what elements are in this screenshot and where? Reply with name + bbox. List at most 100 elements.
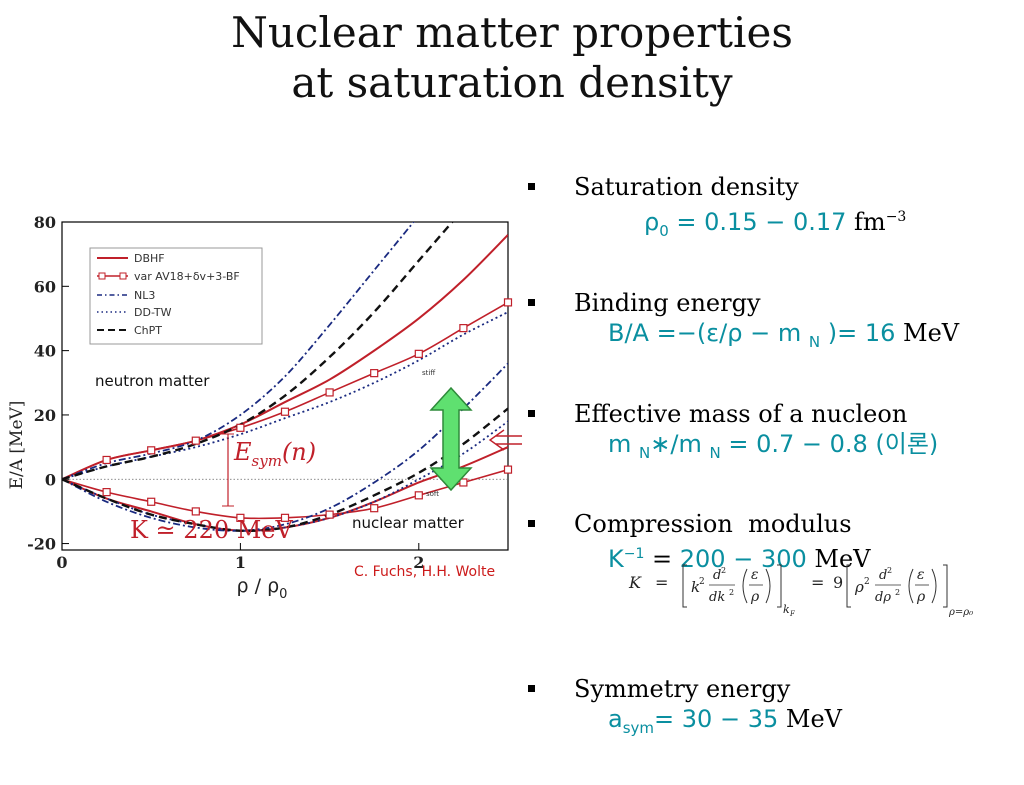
figure-credit: C. Fuchs, H.H. Wolte — [354, 564, 495, 580]
bullet-value-row: ρ0 = 0.15 − 0.17 fm−3 — [644, 208, 907, 240]
bullet-label: Effective mass of a nucleon — [574, 399, 908, 428]
y-tick-label: 20 — [34, 406, 56, 425]
svg-text:dk: dk — [709, 590, 725, 605]
series-line-nl3-neutron — [62, 222, 415, 481]
svg-text:=: = — [655, 573, 668, 592]
svg-text:K: K — [628, 573, 642, 592]
bullet-value-row: asym= 30 − 35 MeV — [608, 705, 842, 738]
bullet-saturation-density: Saturation density ρ0 = 0.15 − 0.17 fm−3 — [522, 172, 1022, 246]
data-point — [503, 298, 513, 307]
data-point — [102, 455, 111, 465]
bullet-effective-mass: Effective mass of a nucleon m N∗/m N = 0… — [522, 399, 1022, 468]
bullet-binding-energy: Binding energy B/A =−(ε/ρ − m N )= 16 Me… — [522, 288, 1022, 357]
bullet-square-icon — [528, 685, 535, 693]
svg-text:2: 2 — [721, 566, 726, 575]
data-point — [325, 388, 334, 397]
x-tick-label: 0 — [56, 553, 67, 572]
annotation-neutron-matter: neutron matter — [95, 372, 210, 390]
x-tick-label: 2 — [413, 553, 424, 572]
svg-text:ε: ε — [751, 567, 759, 583]
effective-mass-value: 0.7 − 0.8 (이론) — [756, 429, 939, 458]
double-arrow-icon — [429, 386, 473, 492]
data-point — [370, 369, 379, 378]
data-point — [191, 507, 200, 516]
data-point — [503, 465, 513, 474]
legend-chpt: ChPT — [134, 324, 162, 337]
data-point — [414, 491, 423, 500]
svg-text:2: 2 — [887, 566, 892, 575]
data-point — [236, 423, 245, 432]
eos-figure: 80 60 40 20 0 -20 0 1 2 E/A [MeV] ρ / ρ0 DBHF va… — [0, 200, 525, 610]
title-line-2: at saturation density — [291, 58, 733, 107]
data-point — [236, 513, 245, 522]
formula-svg: K = k 2 d 2 dk 2 ε ρ k F = 9 ρ 2 d — [628, 564, 973, 618]
x-tick-label: 1 — [235, 553, 246, 572]
compression-modulus-formula: K = k 2 d 2 dk 2 ε ρ k F = 9 ρ 2 d — [625, 555, 1020, 625]
title-line-1: Nuclear matter properties — [231, 8, 793, 57]
svg-text:d: d — [713, 568, 721, 583]
y-tick-label: -20 — [27, 535, 56, 554]
bullet-square-icon — [528, 409, 535, 417]
svg-text:ρ: ρ — [916, 589, 926, 605]
svg-text:ε: ε — [917, 567, 925, 583]
bullet-value-row: K−1 = 200 − 300 MeV — [608, 545, 871, 574]
data-point — [147, 446, 156, 455]
data-point — [459, 324, 468, 333]
left-arrow-icon — [488, 429, 522, 451]
svg-text:k: k — [691, 578, 700, 596]
data-point — [280, 407, 290, 416]
svg-text:=: = — [811, 573, 824, 592]
legend-dbhf: DBHF — [134, 252, 165, 265]
y-axis-label: E/A [MeV] — [7, 401, 27, 490]
svg-text:2: 2 — [729, 588, 734, 597]
y-tick-label: 80 — [34, 213, 56, 232]
y-tick-label: 60 — [34, 277, 56, 296]
bullet-value-row: B/A =−(ε/ρ − m N )= 16 MeV — [608, 318, 960, 351]
data-point — [325, 510, 334, 519]
bullet-label: Symmetry energy — [574, 675, 791, 704]
annotation-k-value: K ≃ 220 MeV — [130, 516, 294, 544]
y-tick-label: 40 — [34, 342, 56, 361]
slide-title: Nuclear matter properties at saturation … — [0, 8, 1024, 108]
series-line-dd-tw-nuclear — [62, 420, 508, 532]
series-line-chpt-neutron — [62, 222, 454, 481]
annotation-stiff: stiff — [422, 369, 435, 377]
legend: DBHF var AV18+δv+3-BF NL3 DD-TW ChPT — [89, 247, 263, 345]
bullet-square-icon — [528, 183, 535, 190]
y-tick-label: 0 — [45, 470, 56, 489]
data-point — [102, 488, 111, 497]
svg-text:ρ: ρ — [750, 589, 760, 605]
svg-text:ρ: ρ — [854, 578, 864, 596]
bullet-label: Compression modulus — [574, 510, 852, 539]
svg-text:ρ=ρ₀: ρ=ρ₀ — [948, 607, 973, 618]
data-point — [459, 478, 468, 487]
series-line-chpt-nuclear — [62, 407, 508, 533]
svg-text:2: 2 — [864, 577, 870, 587]
bullet-symmetry-energy: Symmetry energy asym= 30 − 35 MeV — [522, 674, 1022, 743]
legend-dd-tw: DD-TW — [134, 306, 172, 319]
x-axis-label: ρ / ρ0 — [237, 575, 288, 602]
property-list: Saturation density ρ0 = 0.15 − 0.17 fm−3… — [522, 172, 1022, 785]
bullet-square-icon — [528, 520, 535, 528]
svg-text:2: 2 — [895, 588, 900, 597]
symmetry-energy-value: 30 − 35 — [681, 705, 779, 734]
annotation-nuclear-matter: nuclear matter — [352, 514, 465, 532]
legend-nl3: NL3 — [134, 289, 155, 302]
series-line-dd-tw-neutron — [62, 311, 508, 481]
bullet-value-row: m N∗/m N = 0.7 − 0.8 (이론) — [608, 429, 939, 462]
esym-bracket: Esym(n) — [222, 433, 316, 507]
data-point — [191, 436, 200, 445]
svg-text:9: 9 — [833, 573, 843, 592]
data-point — [280, 513, 290, 522]
annotation-soft: soft — [426, 490, 439, 498]
data-point — [147, 497, 156, 506]
bullet-square-icon — [528, 298, 535, 306]
svg-text:2: 2 — [699, 577, 705, 587]
bullet-label: Saturation density — [574, 173, 799, 201]
data-point — [414, 349, 423, 358]
svg-text:dρ: dρ — [875, 590, 891, 605]
bullet-label: Binding energy — [574, 288, 761, 317]
annotation-esym: Esym(n) — [233, 438, 316, 470]
bullet-compression-modulus: Compression modulus K−1 = 200 − 300 MeV — [522, 509, 1022, 574]
